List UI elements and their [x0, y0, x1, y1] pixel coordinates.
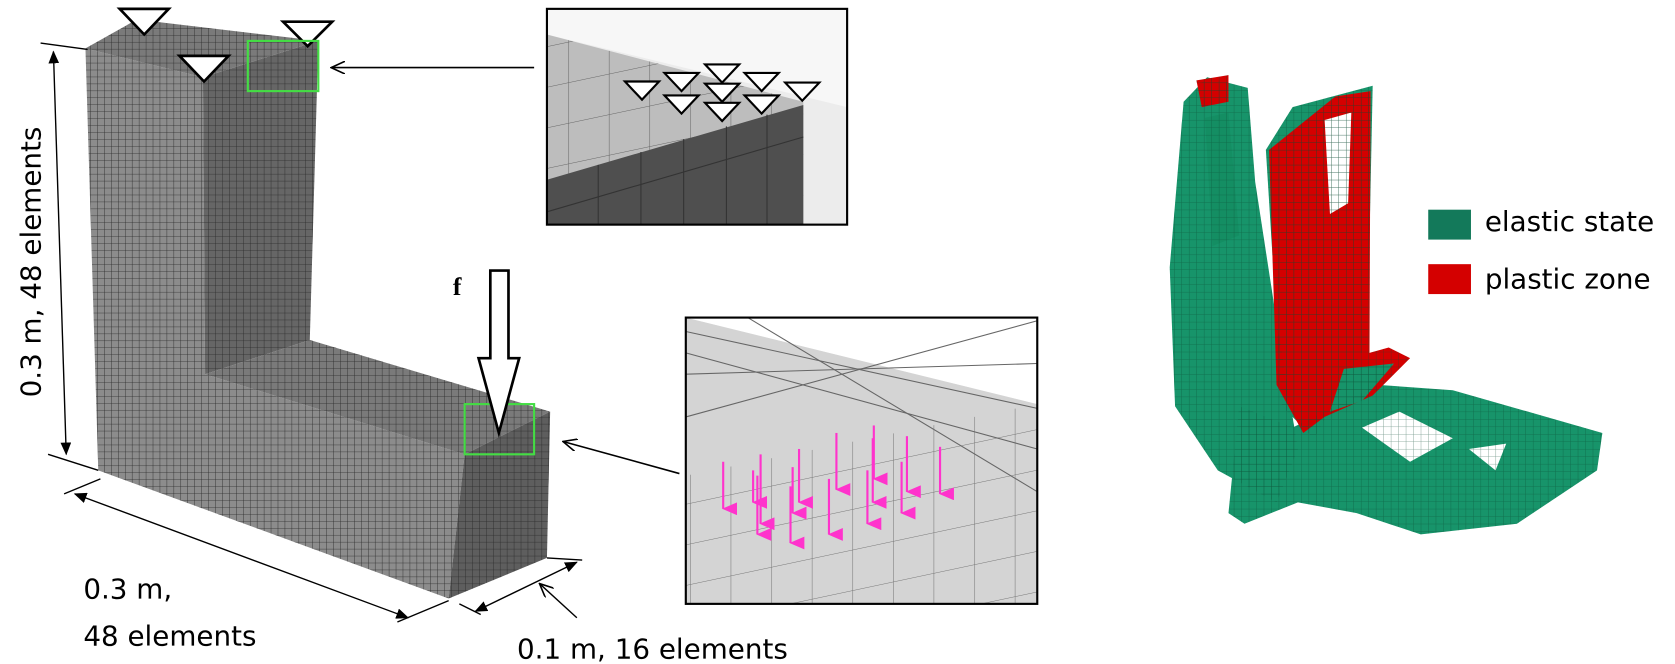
- structure-mesh: [1269, 91, 1410, 433]
- figure: f: [0, 0, 1675, 664]
- legend-label: plastic zone: [1485, 263, 1651, 296]
- force-label: f: [453, 272, 462, 301]
- optimized-structure: [1170, 75, 1603, 534]
- legend-swatch: [1428, 210, 1471, 240]
- height-label: 0.3 m, 48 elements: [15, 127, 48, 398]
- legend-swatch: [1428, 264, 1471, 294]
- l-block: [85, 20, 550, 599]
- inset-bottom: [686, 318, 1037, 604]
- page: f: [0, 0, 1675, 664]
- depth-label: 0.1 m, 16 elements: [517, 632, 788, 664]
- pointer: [563, 441, 679, 473]
- structure-mesh: [1196, 75, 1228, 107]
- width-label: 0.3 m,: [83, 573, 172, 606]
- inset-top: [547, 9, 847, 225]
- legend-label: elastic state: [1485, 205, 1654, 238]
- width-label: 48 elements: [83, 620, 256, 653]
